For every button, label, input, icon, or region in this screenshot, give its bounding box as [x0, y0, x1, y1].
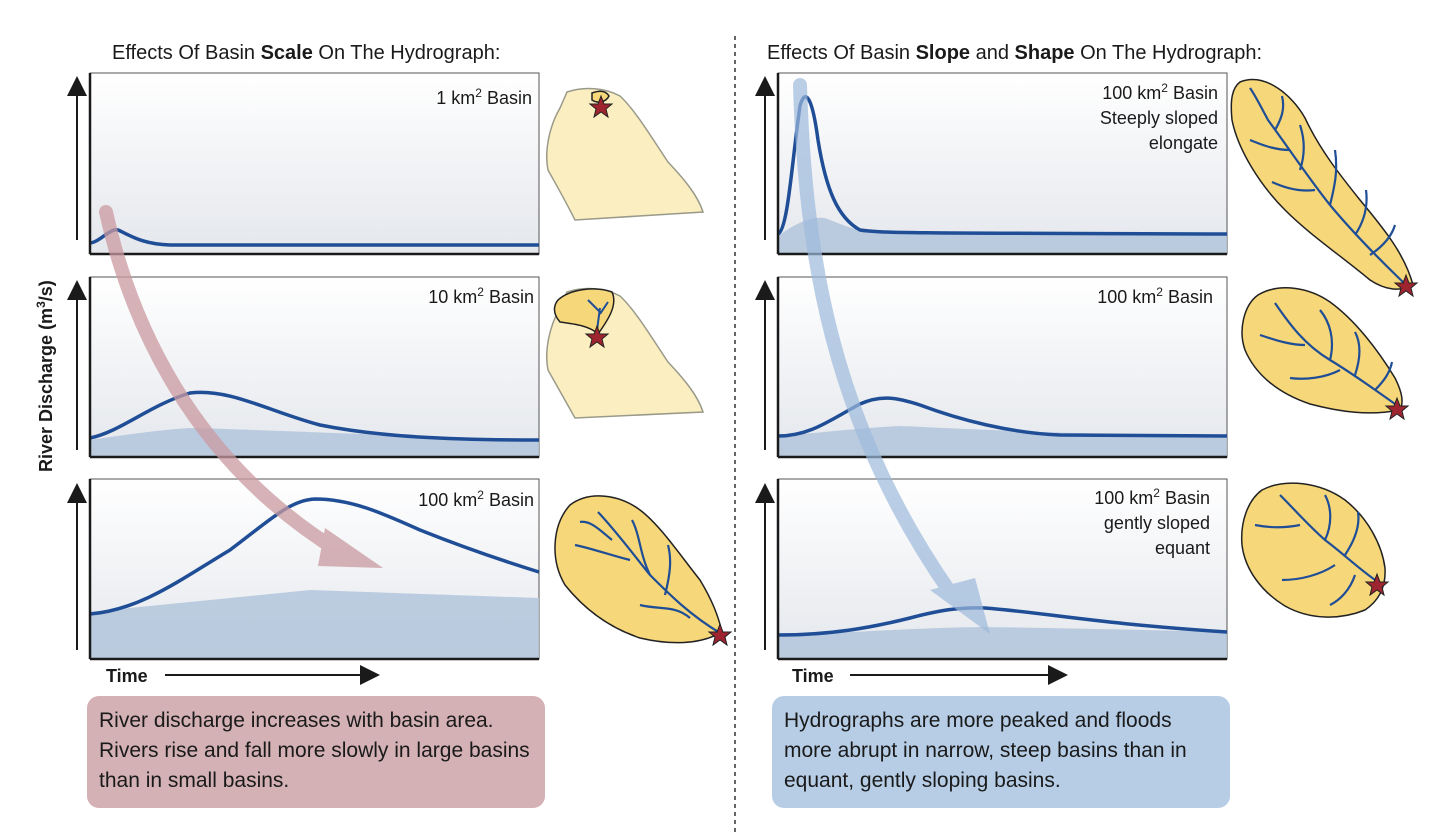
- baseflow-area: [90, 590, 539, 659]
- hydrograph-line: [89, 228, 539, 247]
- basin-10-km-drawing: [545, 287, 705, 419]
- basin-equant-drawing: [1240, 482, 1390, 618]
- chart-label-line-2: gently sloped: [1104, 513, 1210, 533]
- chart-100-km-basin-middle: 100 km2 Basin: [755, 276, 1228, 459]
- outlet-star-icon: [588, 94, 614, 119]
- chart-label-line-3: equant: [1155, 538, 1210, 558]
- outlet-star-icon: [1393, 273, 1419, 298]
- chart-100-km-basin: 100 km2 Basin: [67, 478, 540, 661]
- outlet-star-icon: [707, 622, 733, 647]
- right-x-axis-label: Time: [792, 666, 834, 686]
- basin-100-km-drawing: [554, 495, 733, 647]
- baseflow-area: [778, 217, 1227, 254]
- chart-label: 100 km2 Basin: [1094, 486, 1210, 508]
- y-axis-label: River Discharge (m3/s): [34, 280, 56, 472]
- left-panel-title: Effects Of Basin Scale On The Hydrograph…: [112, 42, 500, 64]
- hydrograph-line: [89, 497, 540, 616]
- left-x-axis-label: Time: [106, 666, 148, 686]
- left-summary-note: River discharge increases with basin are…: [87, 696, 545, 808]
- outlet-star-icon: [1364, 572, 1390, 597]
- baseflow-area: [778, 426, 1227, 457]
- chart-10-km-basin: 10 km2 Basin: [67, 276, 540, 459]
- chart-1-km-basin: 1 km2 Basin: [67, 72, 540, 256]
- basin-1-km-drawing: [545, 87, 705, 221]
- chart-label-line-2: Steeply sloped: [1100, 108, 1218, 128]
- right-panel-title: Effects Of Basin Slope and Shape On The …: [767, 42, 1262, 64]
- right-trend-arrow-icon: [793, 78, 990, 634]
- hydrograph-line: [776, 95, 1228, 236]
- left-trend-arrow-icon: [99, 205, 383, 568]
- hydrograph-line: [777, 396, 1228, 438]
- chart-label: 100 km2 Basin: [1102, 81, 1218, 103]
- outlet-star-icon: [584, 324, 610, 349]
- chart-label: 100 km2 Basin: [418, 488, 534, 510]
- chart-label: 10 km2 Basin: [428, 285, 534, 307]
- chart-steep-elongate-basin: 100 km2 Basin Steeply sloped elongate: [755, 72, 1228, 256]
- right-summary-note: Hydrographs are more peaked and floods m…: [772, 696, 1230, 808]
- baseflow-area: [778, 627, 1227, 659]
- chart-label-line-3: elongate: [1149, 133, 1218, 153]
- chart-label: 100 km2 Basin: [1097, 285, 1213, 307]
- outlet-star-icon: [1384, 396, 1410, 421]
- chart-label: 1 km2 Basin: [436, 86, 532, 108]
- hydrograph-line: [89, 390, 540, 442]
- basin-elongate-drawing: [1230, 78, 1419, 298]
- basin-middle-drawing: [1241, 287, 1410, 421]
- chart-gentle-equant-basin: 100 km2 Basin gently sloped equant: [755, 478, 1228, 661]
